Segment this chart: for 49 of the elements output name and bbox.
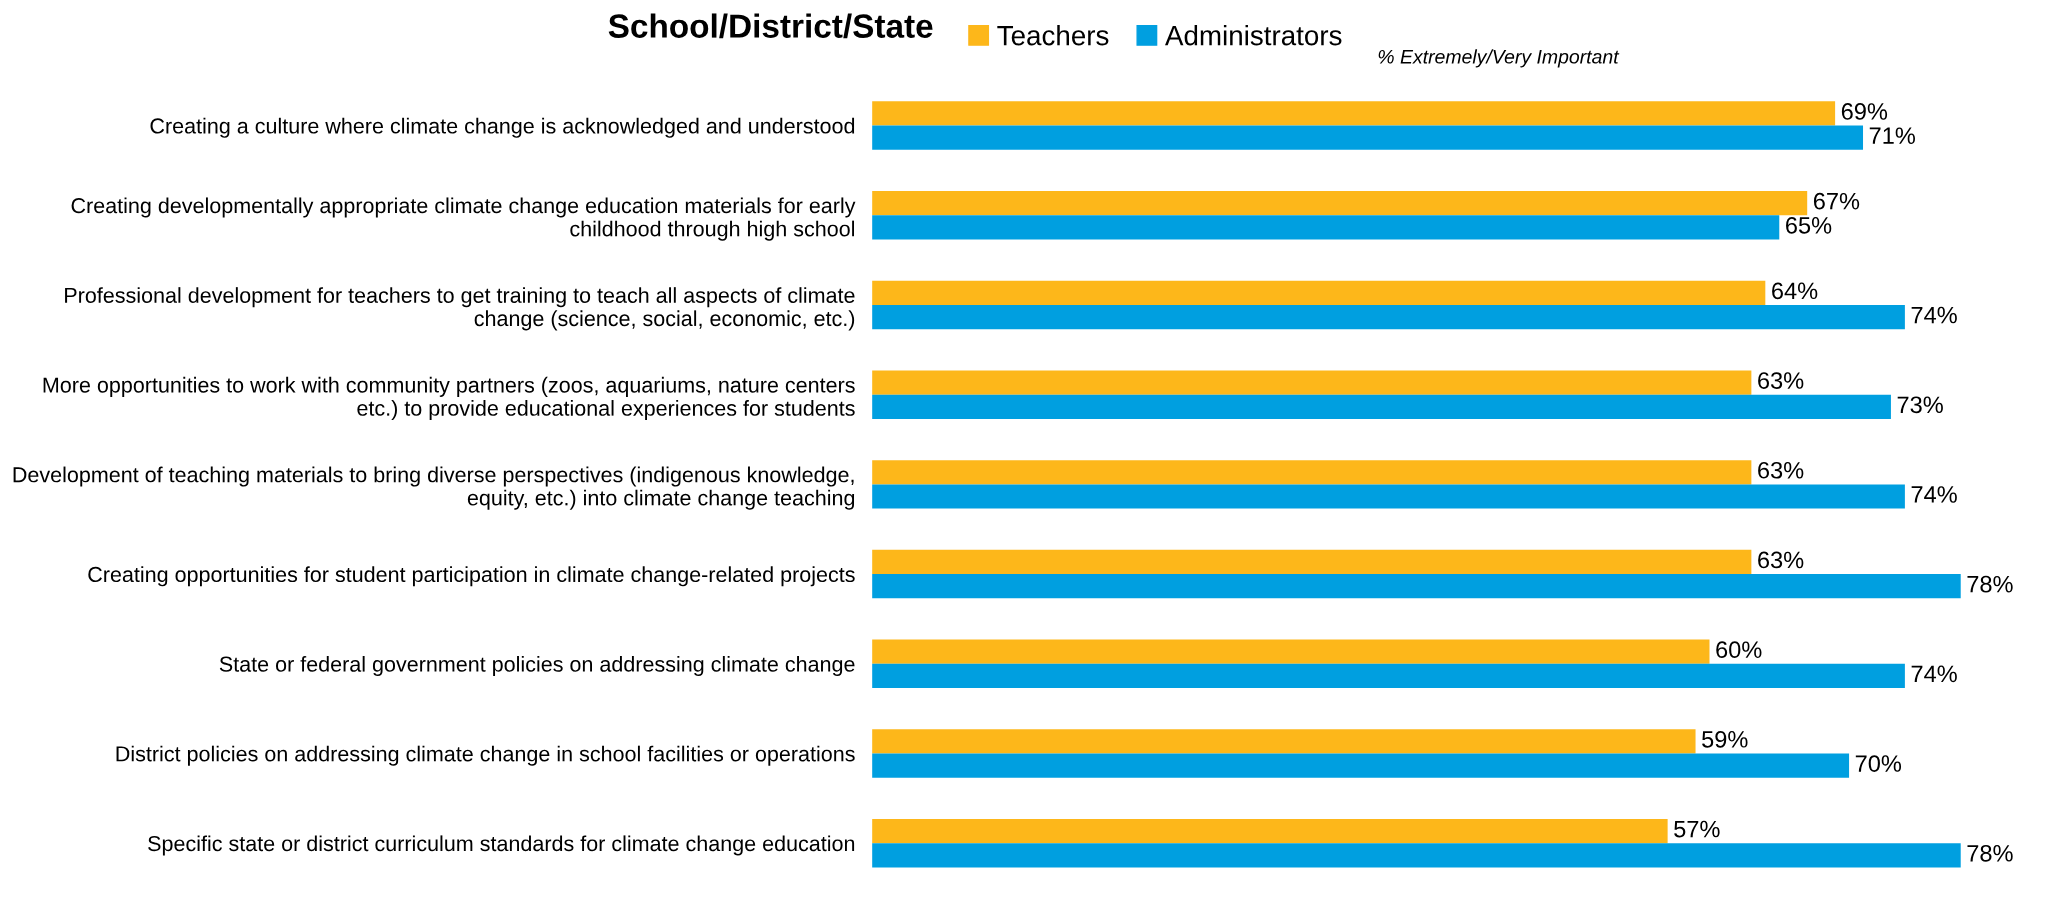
bar xyxy=(872,843,1961,868)
y-tick-label: More opportunities to work with community partners (zoos, aquariums, nature centers etc.) to provide educational experiences for students xyxy=(43,376,855,421)
y-tick-label: Creating developmentally appropriate climate change education materials for early childhood through high school xyxy=(71,197,856,241)
data-label: 78% xyxy=(1967,844,2013,862)
bar xyxy=(872,460,1752,485)
bar xyxy=(872,574,1961,599)
data-label: 65% xyxy=(1786,217,1832,234)
data-label: 63% xyxy=(1758,551,1804,569)
y-tick-label: Development of teaching materials to bring diverse perspectives (indigenous knowledge, equity, etc.) into climate change teaching xyxy=(13,466,855,510)
data-label: 57% xyxy=(1674,820,1720,838)
legend-label: Administrators xyxy=(1165,25,1342,46)
data-label: 63% xyxy=(1758,372,1804,389)
bar xyxy=(872,215,1780,240)
bar xyxy=(872,394,1891,419)
data-label: 70% xyxy=(1855,755,1902,772)
chart-title: School/District/State xyxy=(608,13,933,39)
bar xyxy=(872,818,1668,844)
bar xyxy=(872,191,1808,216)
data-label: 78% xyxy=(1967,575,2013,593)
bar xyxy=(872,101,1836,126)
bar xyxy=(872,125,1864,150)
data-label: 74% xyxy=(1911,486,1957,503)
bar xyxy=(872,484,1905,509)
bar xyxy=(872,639,1710,664)
bar xyxy=(872,663,1905,688)
chart-subtitle: % Extremely/Very Important xyxy=(1378,49,1620,68)
bar xyxy=(872,304,1905,330)
data-label: 73% xyxy=(1897,396,1943,414)
data-label: 67% xyxy=(1813,192,1860,210)
bar xyxy=(872,370,1752,395)
data-label: 59% xyxy=(1702,730,1748,748)
bar xyxy=(872,753,1850,778)
data-label: 64% xyxy=(1772,282,1818,300)
data-label: 71% xyxy=(1869,127,1915,144)
data-label: 63% xyxy=(1758,461,1804,479)
data-label: 60% xyxy=(1716,641,1762,659)
bar xyxy=(872,549,1752,575)
y-tick-label: Creating opportunities for student participation in climate change-related projects xyxy=(88,566,855,587)
bar xyxy=(872,729,1696,754)
y-tick-label: Professional development for teachers to get training to teach all aspects of climate change (science, social, economic, etc.) xyxy=(65,287,855,331)
y-tick-label: Specific state or district curriculum standards for climate change education xyxy=(148,835,855,856)
y-tick-label: Creating a culture where climate change is acknowledged and understood xyxy=(150,117,855,138)
bar xyxy=(872,280,1766,305)
data-label: 74% xyxy=(1911,306,1957,324)
y-tick-label: District policies on addressing climate change in school facilities or operations xyxy=(116,745,855,766)
legend-label: Teachers xyxy=(997,25,1109,46)
data-label: 69% xyxy=(1841,103,1888,120)
data-label: 74% xyxy=(1911,665,1957,683)
y-tick-label: State or federal government policies on addressing climate change xyxy=(219,655,855,677)
